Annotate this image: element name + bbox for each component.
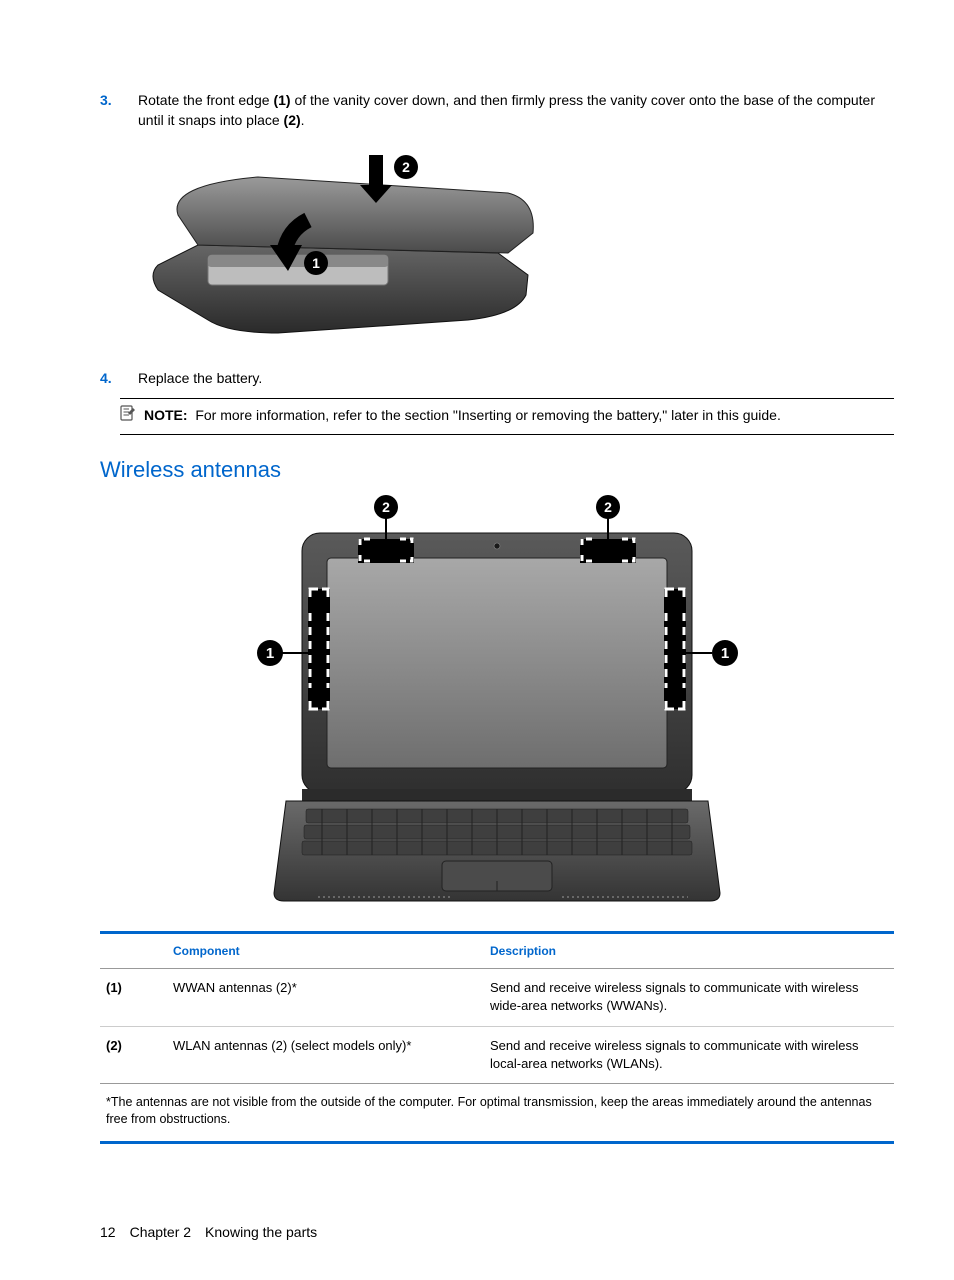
- step3-text-a: Rotate the front edge: [138, 92, 273, 108]
- step3-text-c: .: [301, 112, 305, 128]
- step-number: 3.: [100, 90, 138, 131]
- figure-vanity-cover: 2 1: [138, 145, 894, 348]
- note-text: NOTE: For more information, refer to the…: [144, 405, 894, 426]
- table-row: (1) WWAN antennas (2)* Send and receive …: [100, 969, 894, 1026]
- callout-ref-2: (2): [284, 112, 301, 128]
- table-footnote: *The antennas are not visible from the o…: [100, 1084, 894, 1141]
- callout-1-right: 1: [721, 645, 729, 662]
- row-idx: (2): [100, 1026, 167, 1083]
- document-page: 3. Rotate the front edge (1) of the vani…: [0, 0, 954, 1280]
- step-body: Rotate the front edge (1) of the vanity …: [138, 90, 894, 131]
- row-desc: Send and receive wireless signals to com…: [484, 969, 894, 1026]
- step-body: Replace the battery.: [138, 368, 894, 388]
- note-block: NOTE: For more information, refer to the…: [120, 398, 894, 435]
- row-desc: Send and receive wireless signals to com…: [484, 1026, 894, 1083]
- row-name: WLAN antennas (2) (select models only)*: [167, 1026, 484, 1083]
- callout-2-label: 2: [402, 159, 410, 175]
- th-description: Description: [484, 934, 894, 969]
- note-label: NOTE:: [144, 407, 188, 423]
- callout-2-right: 2: [604, 499, 612, 515]
- step-number: 4.: [100, 368, 138, 388]
- note-icon: [120, 405, 138, 426]
- page-number: 12: [100, 1224, 116, 1240]
- step-3: 3. Rotate the front edge (1) of the vani…: [100, 90, 894, 131]
- row-name: WWAN antennas (2)*: [167, 969, 484, 1026]
- page-footer: 12 Chapter 2 Knowing the parts: [100, 1224, 894, 1240]
- antennas-illustration: 1 1 2 2: [232, 493, 762, 913]
- note-body: For more information, refer to the secti…: [195, 407, 781, 423]
- chapter-label: Chapter 2 Knowing the parts: [130, 1224, 318, 1240]
- callout-1-label: 1: [312, 255, 320, 271]
- step-4: 4. Replace the battery.: [100, 368, 894, 388]
- component-table: Component Description (1) WWAN antennas …: [100, 934, 894, 1084]
- callout-ref-1: (1): [273, 92, 290, 108]
- row-idx: (1): [100, 969, 167, 1026]
- figure-antennas: 1 1 2 2: [100, 493, 894, 913]
- component-table-wrap: Component Description (1) WWAN antennas …: [100, 931, 894, 1144]
- table-row: (2) WLAN antennas (2) (select models onl…: [100, 1026, 894, 1083]
- callout-2-left: 2: [382, 499, 390, 515]
- section-heading: Wireless antennas: [100, 457, 894, 483]
- th-component: Component: [167, 934, 484, 969]
- callout-1-left: 1: [266, 645, 274, 662]
- vanity-cover-illustration: 2 1: [138, 145, 538, 345]
